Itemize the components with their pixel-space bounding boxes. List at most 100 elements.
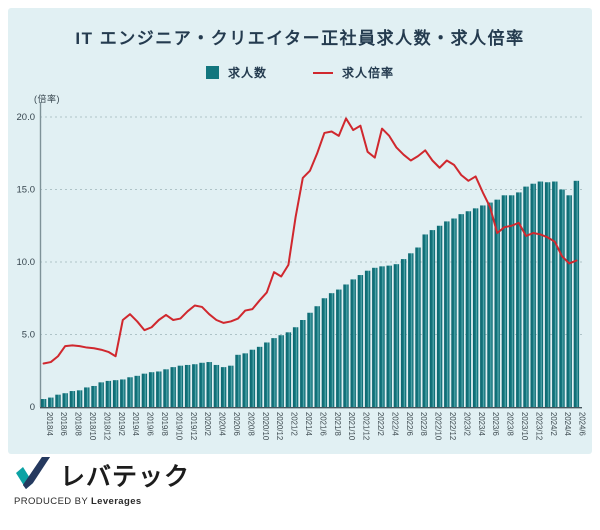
bar-2023/2 — [458, 214, 464, 407]
legend-item-line: 求人倍率 — [313, 64, 394, 81]
bar-2018/6 — [55, 394, 61, 407]
x-tick-label: 2021/10 — [347, 412, 356, 441]
bar-2021/8 — [328, 293, 335, 407]
bar-2024/2 — [544, 182, 551, 407]
bar-2022/5 — [393, 264, 400, 407]
bar-2022/3 — [379, 266, 385, 407]
x-tick-label: 2019/6 — [146, 412, 155, 436]
y-tick-label: 15.0 — [17, 185, 36, 196]
x-tick-label: 2023/4 — [477, 412, 486, 437]
x-tick-label: 2020/8 — [246, 412, 255, 436]
x-tick-label: 2021/2 — [290, 412, 299, 436]
x-tick-label: 2022/10 — [434, 412, 443, 441]
bar-2022/10 — [429, 230, 436, 407]
bar-2022/7 — [408, 253, 414, 407]
bar-2021/12 — [357, 275, 364, 407]
bar-2023/12 — [530, 183, 536, 407]
bar-2020/3 — [206, 362, 212, 407]
bar-2024/6 — [573, 180, 580, 407]
bar-2021/9 — [336, 289, 342, 407]
bar-2019/9 — [163, 369, 169, 407]
bar-2018/5 — [48, 397, 54, 407]
legend-line-label: 求人倍率 — [342, 66, 395, 80]
bar-2019/1 — [105, 380, 112, 407]
footer: レバテック PRODUCED BY Leverages — [14, 456, 190, 507]
levtech-checkmark-icon — [16, 457, 50, 489]
bar-2019/6 — [141, 373, 148, 407]
bar-2023/11 — [523, 186, 529, 407]
x-tick-label: 2021/6 — [318, 412, 327, 436]
x-tick-label: 2021/4 — [304, 412, 313, 437]
x-tick-label: 2023/10 — [520, 412, 529, 441]
x-tick-label: 2023/8 — [506, 412, 515, 436]
x-tick-label: 2023/6 — [491, 412, 500, 436]
bar-2021/10 — [343, 284, 349, 407]
bar-2023/4 — [472, 208, 479, 407]
bar-2018/8 — [69, 391, 76, 407]
x-tick-label: 2022/12 — [448, 412, 457, 440]
x-tick-label: 2021/8 — [333, 412, 342, 436]
y-tick-label: 5.0 — [22, 330, 35, 341]
bar-2019/3 — [120, 379, 126, 407]
bar-2023/1 — [451, 218, 457, 407]
bar-2024/1 — [537, 181, 544, 407]
bar-2019/8 — [156, 371, 162, 407]
x-tick-label: 2019/10 — [174, 412, 183, 441]
x-tick-label: 2020/2 — [203, 412, 212, 436]
bar-2020/11 — [264, 342, 270, 407]
y-tick-label: 0 — [30, 402, 35, 413]
bar-2020/8 — [242, 353, 248, 407]
bar-2021/6 — [314, 306, 320, 407]
bar-2020/2 — [199, 362, 205, 407]
bar-2023/9 — [508, 195, 515, 407]
produced-by-text: PRODUCED BY Leverages — [14, 496, 142, 507]
bar-2023/3 — [465, 211, 472, 407]
bar-2018/9 — [76, 390, 83, 407]
x-tick-label: 2020/10 — [261, 412, 270, 441]
bar-2022/9 — [422, 234, 428, 407]
bar-2018/12 — [98, 382, 104, 407]
bar-2019/2 — [112, 380, 119, 407]
bar-2018/11 — [91, 385, 97, 407]
x-tick-label: 2020/4 — [218, 412, 227, 437]
bar-2022/6 — [400, 259, 407, 407]
bar-2021/2 — [285, 332, 292, 407]
legend-bar-label: 求人数 — [227, 66, 267, 80]
bar-2020/1 — [192, 364, 198, 407]
bar-2019/4 — [127, 377, 133, 407]
bar-2022/2 — [372, 267, 378, 407]
bar-2019/11 — [177, 365, 184, 407]
x-tick-label: 2018/8 — [74, 412, 83, 436]
bar-2024/4 — [559, 189, 565, 407]
bar-2021/11 — [350, 279, 356, 407]
x-tick-label: 2022/6 — [405, 412, 414, 436]
x-tick-label: 2020/6 — [232, 412, 241, 436]
bar-2022/1 — [364, 270, 371, 407]
legend-item-bar: 求人数 — [205, 64, 267, 81]
bar-2019/7 — [148, 372, 155, 407]
bar-2022/11 — [436, 225, 443, 407]
bar-2022/12 — [444, 221, 450, 407]
logo-text: レバテック — [60, 462, 191, 491]
levtech-logo: レバテック — [14, 456, 190, 493]
chart-title: IT エンジニア・クリエイター正社員求人数・求人倍率 — [75, 29, 525, 48]
x-tick-label: 2018/12 — [102, 412, 111, 440]
bar-2023/5 — [480, 205, 486, 407]
bar-2021/3 — [292, 327, 299, 407]
bar-2018/10 — [84, 387, 90, 407]
bar-2020/5 — [220, 367, 227, 407]
y-axis-unit-label: (倍率) — [34, 94, 60, 104]
x-tick-label: 2024/2 — [549, 412, 558, 436]
x-tick-label: 2021/12 — [362, 412, 371, 440]
bar-2020/4 — [213, 364, 220, 407]
x-tick-label: 2022/8 — [419, 412, 428, 436]
bar-2020/7 — [235, 354, 241, 407]
bar-2021/1 — [278, 335, 284, 407]
bar-2023/7 — [494, 199, 500, 407]
chart-legend: 求人数 求人倍率 — [0, 64, 600, 81]
bar-2020/10 — [256, 346, 263, 407]
x-tick-label: 2023/12 — [534, 412, 543, 440]
bar-2021/4 — [300, 320, 306, 407]
x-tick-label: 2024/4 — [563, 412, 572, 437]
bar-2019/5 — [134, 375, 140, 407]
